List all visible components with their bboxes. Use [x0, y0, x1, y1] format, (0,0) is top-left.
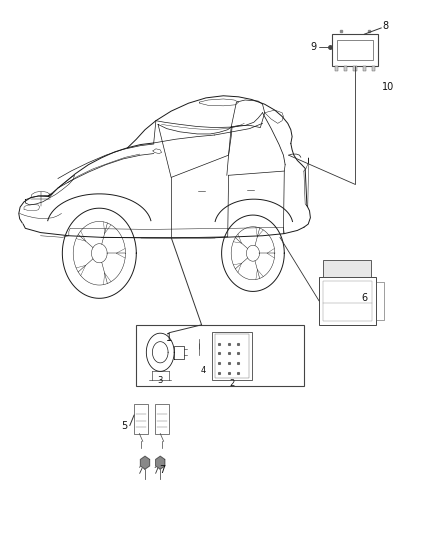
Bar [322, 281, 372, 320]
Text: 2: 2 [230, 378, 235, 387]
Bar [319, 277, 376, 325]
Bar [155, 405, 169, 433]
Text: 9: 9 [311, 42, 317, 52]
Bar [335, 66, 338, 71]
Bar [363, 66, 366, 71]
Text: 10: 10 [382, 82, 395, 92]
Text: 1: 1 [166, 333, 172, 343]
Bar [323, 260, 371, 277]
Bar [353, 66, 357, 71]
Text: 6: 6 [362, 293, 368, 303]
Text: 4: 4 [200, 367, 205, 375]
Bar [136, 325, 304, 386]
Bar [332, 34, 378, 66]
Bar [376, 282, 385, 319]
Text: 8: 8 [382, 21, 389, 31]
Polygon shape [141, 456, 149, 469]
Text: 5: 5 [121, 421, 127, 431]
Bar [134, 405, 148, 433]
Bar [212, 332, 252, 381]
Text: 7: 7 [159, 465, 166, 474]
Bar [215, 334, 250, 378]
Bar [337, 39, 373, 60]
Text: 3: 3 [158, 376, 163, 385]
Bar [344, 66, 347, 71]
Polygon shape [156, 456, 165, 469]
Bar [372, 66, 375, 71]
